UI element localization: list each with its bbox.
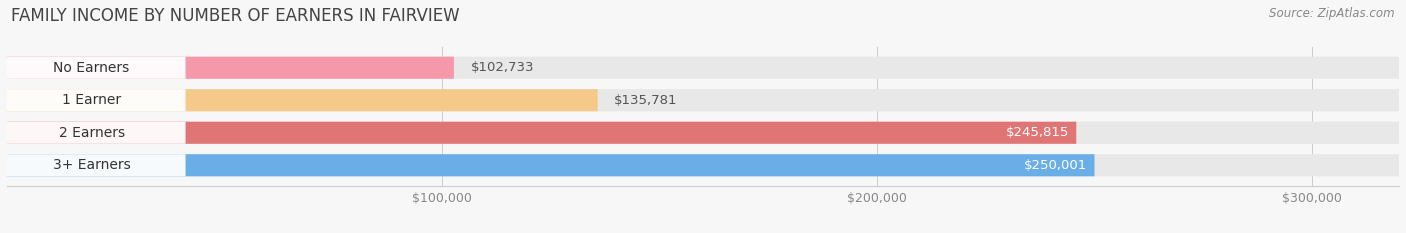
FancyBboxPatch shape [7,154,1094,176]
FancyBboxPatch shape [0,57,186,79]
FancyBboxPatch shape [0,122,186,144]
FancyBboxPatch shape [7,89,598,111]
Text: FAMILY INCOME BY NUMBER OF EARNERS IN FAIRVIEW: FAMILY INCOME BY NUMBER OF EARNERS IN FA… [11,7,460,25]
Text: No Earners: No Earners [53,61,129,75]
Text: 2 Earners: 2 Earners [59,126,125,140]
Text: $135,781: $135,781 [614,94,678,107]
FancyBboxPatch shape [7,122,1399,144]
FancyBboxPatch shape [7,57,454,79]
FancyBboxPatch shape [7,122,1076,144]
Text: 1 Earner: 1 Earner [62,93,121,107]
Text: $250,001: $250,001 [1025,159,1087,172]
Text: Source: ZipAtlas.com: Source: ZipAtlas.com [1270,7,1395,20]
FancyBboxPatch shape [0,154,186,176]
Text: $245,815: $245,815 [1005,126,1070,139]
FancyBboxPatch shape [7,57,1399,79]
FancyBboxPatch shape [7,154,1399,176]
FancyBboxPatch shape [0,89,186,111]
Text: 3+ Earners: 3+ Earners [52,158,131,172]
FancyBboxPatch shape [7,89,1399,111]
Text: $102,733: $102,733 [471,61,534,74]
